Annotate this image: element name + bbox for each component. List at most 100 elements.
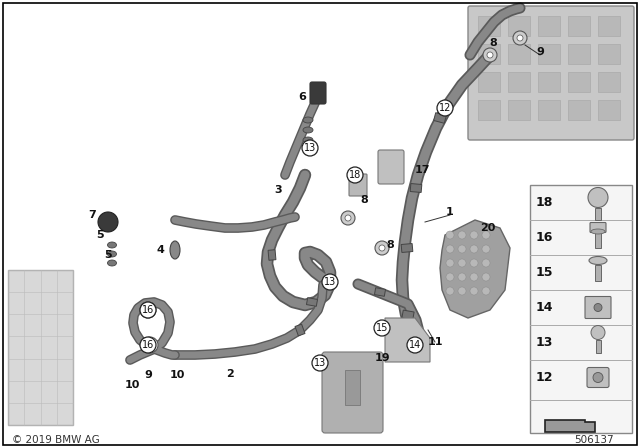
Circle shape [374, 320, 390, 336]
Text: 5: 5 [96, 230, 104, 240]
Polygon shape [440, 220, 510, 318]
Bar [530, 185, 632, 433]
Bar [307, 297, 317, 306]
Ellipse shape [108, 260, 116, 266]
Text: 506137: 506137 [574, 435, 614, 445]
Text: 15: 15 [376, 323, 388, 333]
Circle shape [98, 212, 118, 232]
Circle shape [591, 326, 605, 340]
Bar [508, 100, 530, 120]
Text: 1: 1 [446, 207, 454, 217]
Bar [568, 100, 590, 120]
Text: 3: 3 [274, 185, 282, 195]
Circle shape [482, 231, 490, 239]
Circle shape [482, 245, 490, 253]
Circle shape [470, 273, 478, 281]
Text: 5: 5 [104, 250, 112, 260]
Circle shape [517, 35, 523, 41]
Text: 4: 4 [156, 245, 164, 255]
Circle shape [470, 259, 478, 267]
Text: 10: 10 [170, 370, 185, 380]
Circle shape [375, 241, 389, 255]
Circle shape [341, 211, 355, 225]
Circle shape [513, 31, 527, 45]
Bar [598, 44, 620, 64]
Text: 19: 19 [374, 353, 390, 363]
Ellipse shape [303, 127, 313, 133]
Bar [478, 100, 500, 120]
Text: 13: 13 [314, 358, 326, 368]
Text: 16: 16 [143, 306, 154, 314]
FancyBboxPatch shape [587, 367, 609, 388]
Text: 9: 9 [536, 47, 544, 57]
Bar [8, 270, 73, 425]
Bar [340, 355, 365, 370]
Text: 8: 8 [386, 240, 394, 250]
Circle shape [140, 302, 156, 318]
Ellipse shape [589, 257, 607, 264]
Ellipse shape [591, 229, 605, 234]
Text: 15: 15 [535, 266, 553, 279]
Circle shape [482, 259, 490, 267]
FancyBboxPatch shape [468, 6, 634, 140]
Circle shape [458, 259, 466, 267]
Bar [374, 288, 385, 296]
Circle shape [482, 273, 490, 281]
Text: 7: 7 [88, 210, 96, 220]
Bar [508, 44, 530, 64]
Circle shape [142, 337, 158, 353]
Circle shape [140, 302, 156, 318]
Circle shape [482, 287, 490, 295]
Text: © 2019 BMW AG: © 2019 BMW AG [12, 435, 100, 445]
Circle shape [312, 355, 328, 371]
Circle shape [379, 245, 385, 251]
Circle shape [593, 372, 603, 383]
Circle shape [594, 303, 602, 311]
Circle shape [458, 231, 466, 239]
Bar [410, 184, 422, 193]
Text: 2: 2 [226, 369, 234, 379]
Bar [434, 113, 446, 123]
FancyBboxPatch shape [590, 223, 606, 233]
Text: 14: 14 [409, 340, 421, 350]
Bar [295, 324, 305, 336]
Bar [568, 16, 590, 36]
Bar [478, 44, 500, 64]
Bar [568, 72, 590, 92]
Bar [508, 72, 530, 92]
Ellipse shape [303, 147, 313, 153]
Ellipse shape [303, 137, 313, 143]
Bar [595, 264, 601, 280]
Circle shape [140, 337, 156, 353]
Circle shape [470, 287, 478, 295]
Bar [595, 207, 601, 220]
Circle shape [302, 140, 318, 156]
Polygon shape [545, 420, 595, 432]
Bar [478, 72, 500, 92]
Text: 13: 13 [324, 277, 336, 287]
Bar [538, 100, 560, 120]
Circle shape [407, 337, 423, 353]
FancyBboxPatch shape [585, 297, 611, 319]
Bar [345, 370, 360, 405]
Polygon shape [385, 318, 430, 362]
Ellipse shape [170, 241, 180, 259]
Circle shape [458, 287, 466, 295]
Circle shape [458, 273, 466, 281]
Text: 16: 16 [145, 340, 156, 349]
Circle shape [345, 215, 351, 221]
Bar [598, 100, 620, 120]
Text: 8: 8 [489, 38, 497, 48]
Text: 17: 17 [414, 165, 429, 175]
FancyBboxPatch shape [310, 82, 326, 104]
Circle shape [487, 52, 493, 58]
Text: 14: 14 [535, 301, 553, 314]
Bar [598, 72, 620, 92]
Circle shape [322, 274, 338, 290]
Ellipse shape [108, 242, 116, 248]
Text: 16: 16 [142, 305, 154, 315]
Circle shape [347, 167, 363, 183]
FancyBboxPatch shape [349, 174, 367, 196]
Bar [268, 250, 276, 260]
Circle shape [483, 48, 497, 62]
